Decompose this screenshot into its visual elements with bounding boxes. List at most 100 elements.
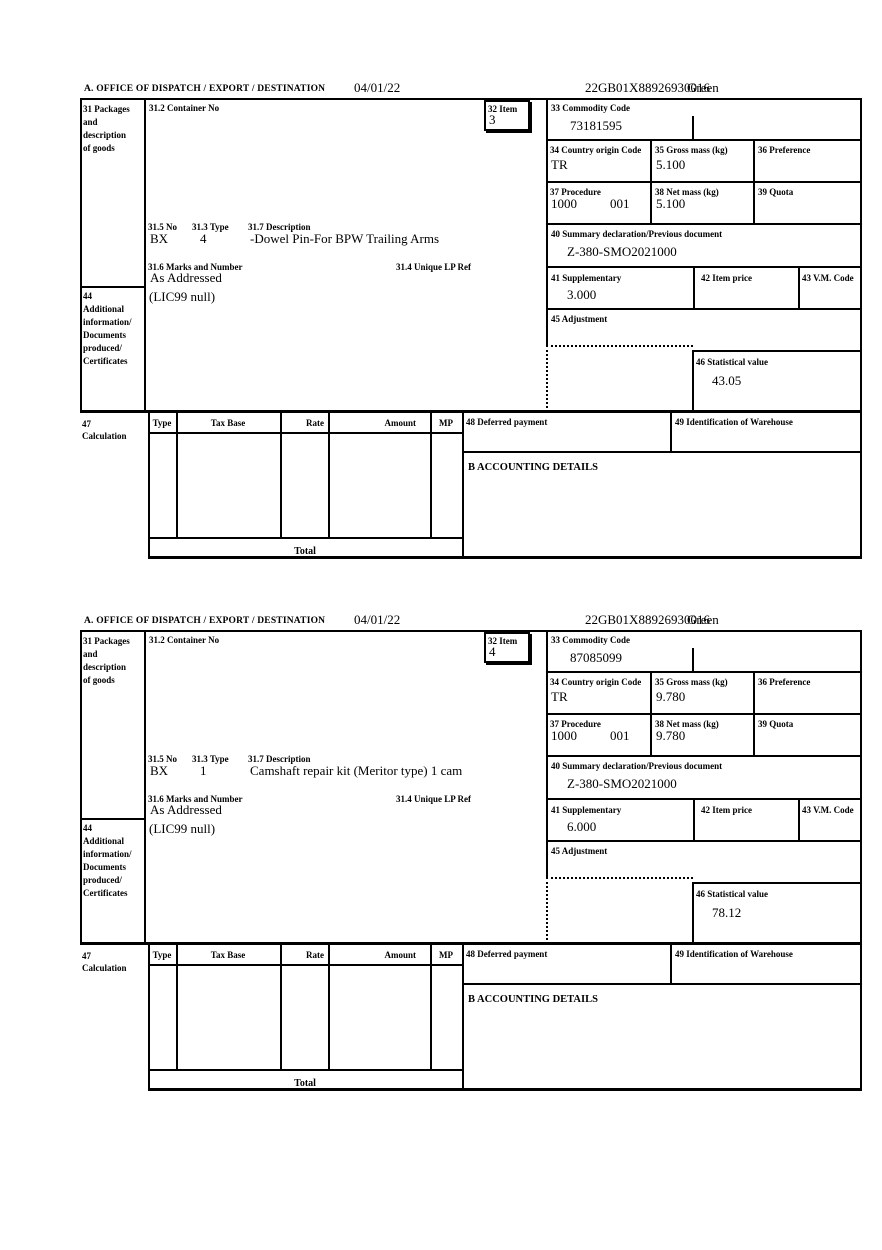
calc-col-tax-base: Tax Base: [210, 950, 246, 960]
declaration-date: 04/01/22: [354, 612, 401, 627]
divider-line: [798, 798, 800, 842]
divider-line: [860, 630, 862, 1091]
vm-code-label: 43 V.M. Code: [802, 273, 854, 283]
divider-line: [753, 671, 755, 757]
calc-col-amount: Amount: [384, 950, 416, 960]
additional-information-label: 44 Additional information/ Documents pro…: [83, 823, 132, 898]
calc-total-label: Total: [294, 546, 316, 557]
declaration-date: 04/01/22: [354, 80, 401, 95]
summary-declaration-value: Z-380-SMO2021000: [567, 776, 677, 791]
supplementary-label: 41 Supplementary: [551, 273, 622, 283]
calc-col-type: Type: [152, 950, 172, 960]
divider-line: [692, 350, 694, 412]
divider-line: [693, 266, 695, 310]
divider-line: [546, 877, 548, 944]
divider-line: [546, 840, 862, 842]
divider-line: [798, 266, 800, 310]
statistical-value: 43.05: [712, 373, 742, 388]
description-label: 31.7 Description: [248, 222, 311, 232]
routing-status: Green: [687, 612, 719, 627]
divider-line: [670, 412, 672, 453]
item-number-box: 32 Item 4: [484, 632, 530, 663]
procedure-label: 37 Procedure: [550, 719, 601, 729]
marks-number-label: 31.6 Marks and Number: [148, 262, 243, 272]
divider-line: [80, 942, 862, 945]
calc-col-type: Type: [152, 418, 172, 428]
packages-description-label: 31 Packages and description of goods: [83, 104, 130, 153]
quota-label: 39 Quota: [758, 719, 794, 729]
item-price-label: 42 Item price: [701, 273, 752, 283]
divider-line: [462, 412, 464, 559]
divider-line: [80, 410, 862, 413]
warehouse-id-label: 49 Identification of Warehouse: [675, 949, 793, 959]
gross-mass-label: 35 Gross mass (kg): [655, 145, 728, 155]
divider-line: [692, 882, 862, 884]
calc-total-label: Total: [294, 1078, 316, 1089]
divider-line: [148, 1088, 862, 1091]
calculation-label: Calculation: [82, 431, 127, 441]
calculation-label: Calculation: [82, 963, 127, 973]
divider-line: [546, 877, 693, 879]
declaration-reference: 22GB01X88926930016: [585, 612, 710, 627]
net-mass-value: 5.100: [656, 196, 686, 211]
gross-mass-label: 35 Gross mass (kg): [655, 677, 728, 687]
declaration-reference: 22GB01X88926930016: [585, 80, 710, 95]
accounting-details-label: B ACCOUNTING DETAILS: [468, 994, 598, 1005]
deferred-payment-label: 48 Deferred payment: [466, 417, 548, 427]
country-origin-value: TR: [551, 689, 568, 704]
divider-line: [176, 412, 178, 539]
calc-col-mp: MP: [439, 950, 453, 960]
calculation-number-label: 47: [82, 419, 91, 429]
divider-line: [328, 944, 330, 1071]
divider-line: [430, 944, 432, 1071]
procedure-label: 37 Procedure: [550, 187, 601, 197]
calculation-number-label: 47: [82, 951, 91, 961]
divider-line: [462, 944, 464, 1091]
packages-no-label: 31.5 No: [148, 222, 177, 232]
quota-label: 39 Quota: [758, 187, 794, 197]
item-number-box: 32 Item 3: [484, 100, 530, 131]
goods-description-value: -Dowel Pin-For BPW Trailing Arms: [250, 231, 440, 246]
packages-type-value: 4: [200, 231, 207, 246]
divider-line: [80, 98, 82, 412]
divider-line: [546, 181, 862, 183]
item-price-label: 42 Item price: [701, 805, 752, 815]
divider-line: [80, 98, 862, 100]
divider-line: [430, 412, 432, 539]
routing-status: Green: [687, 80, 719, 95]
calc-col-tax-base: Tax Base: [210, 418, 246, 428]
divider-line: [80, 630, 82, 944]
divider-line: [546, 630, 548, 879]
divider-line: [144, 630, 146, 944]
divider-line: [670, 944, 672, 985]
calc-col-mp: MP: [439, 418, 453, 428]
divider-line: [80, 286, 146, 288]
divider-line: [546, 98, 548, 347]
additional-info-value: (LIC99 null): [149, 821, 216, 836]
additional-info-value: (LIC99 null): [149, 289, 216, 304]
divider-line: [692, 350, 862, 352]
container-no-label: 31.2 Container No: [149, 103, 220, 113]
divider-line: [148, 1069, 464, 1071]
divider-line: [148, 412, 150, 559]
supplementary-value: 6.000: [567, 819, 597, 834]
packages-no-label: 31.5 No: [148, 754, 177, 764]
commodity-code-label: 33 Commodity Code: [551, 635, 630, 645]
net-mass-label: 38 Net mass (kg): [655, 719, 719, 729]
preference-label: 36 Preference: [758, 145, 811, 155]
country-origin-label: 34 Country origin Code: [550, 145, 642, 155]
divider-line: [692, 116, 694, 141]
divider-line: [546, 266, 862, 268]
country-origin-label: 34 Country origin Code: [550, 677, 642, 687]
item-number-value: 3: [489, 112, 496, 127]
warehouse-id-label: 49 Identification of Warehouse: [675, 417, 793, 427]
divider-line: [280, 944, 282, 1071]
divider-line: [860, 98, 862, 559]
divider-line: [693, 798, 695, 842]
calc-col-rate: Rate: [306, 418, 324, 428]
divider-line: [546, 345, 548, 412]
divider-line: [144, 98, 146, 412]
divider-line: [148, 556, 862, 559]
divider-line: [546, 713, 862, 715]
calc-col-amount: Amount: [384, 418, 416, 428]
